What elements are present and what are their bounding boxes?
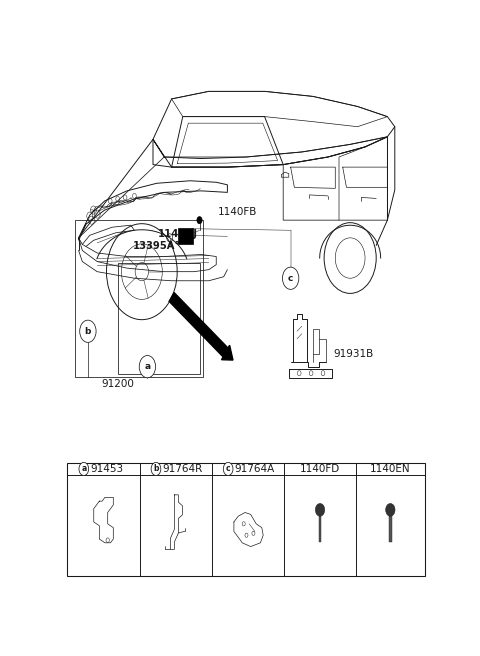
- Text: c: c: [226, 464, 230, 474]
- Bar: [389, 510, 392, 542]
- Circle shape: [282, 267, 299, 289]
- Text: a: a: [81, 464, 86, 474]
- Text: c: c: [288, 274, 293, 283]
- Circle shape: [315, 503, 324, 516]
- Bar: [319, 510, 321, 542]
- Circle shape: [139, 356, 156, 378]
- Text: 91931B: 91931B: [334, 349, 373, 359]
- Text: 1140EN: 1140EN: [370, 464, 411, 474]
- Circle shape: [80, 320, 96, 342]
- Text: 13395A°: 13395A°: [132, 241, 180, 251]
- Text: 91764R: 91764R: [162, 464, 203, 474]
- Text: b: b: [84, 327, 91, 336]
- Bar: [118, 263, 200, 374]
- Text: a: a: [144, 362, 151, 371]
- Text: 91200: 91200: [101, 379, 134, 389]
- Text: 1141AJ: 1141AJ: [157, 230, 197, 239]
- Circle shape: [151, 462, 161, 476]
- Circle shape: [223, 462, 233, 476]
- Bar: [75, 220, 203, 377]
- FancyBboxPatch shape: [178, 228, 193, 244]
- Text: 1140FD: 1140FD: [300, 464, 340, 474]
- Text: 91453: 91453: [90, 464, 123, 474]
- Circle shape: [385, 503, 395, 516]
- Text: 1140FB: 1140FB: [218, 207, 257, 216]
- Text: b: b: [153, 464, 159, 474]
- Bar: [67, 462, 424, 576]
- Circle shape: [79, 462, 89, 476]
- FancyArrow shape: [169, 293, 233, 360]
- Circle shape: [197, 216, 202, 224]
- Text: 91764A: 91764A: [234, 464, 275, 474]
